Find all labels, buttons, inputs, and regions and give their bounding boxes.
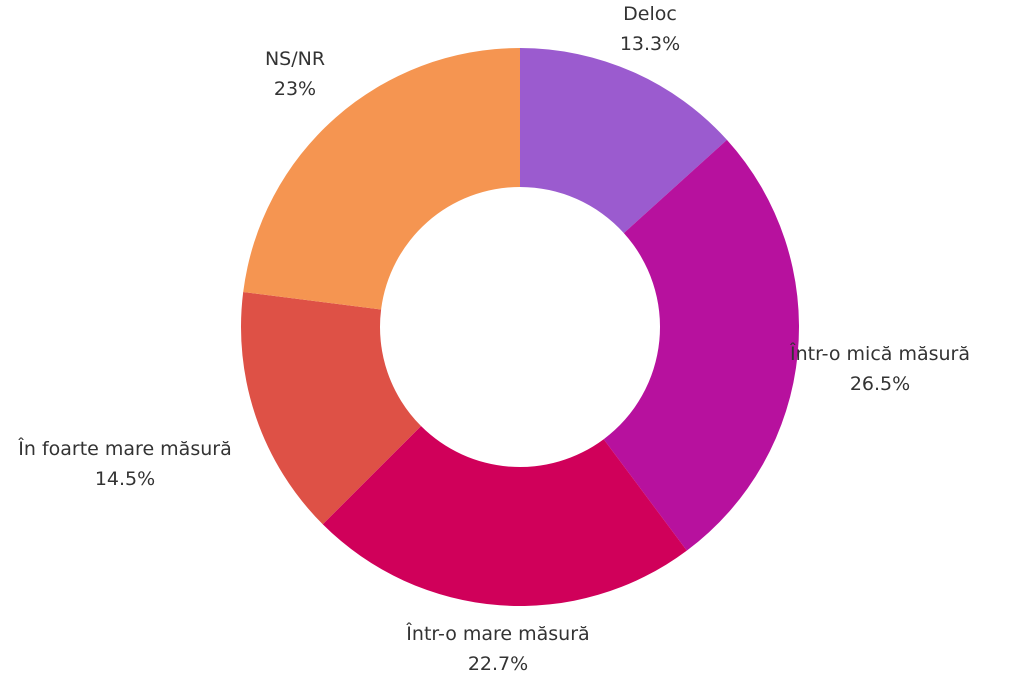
slice-2	[322, 425, 687, 606]
slice-value-label: 22.7%	[468, 653, 528, 675]
slice-0	[520, 48, 727, 234]
slice-label: Deloc	[623, 3, 677, 25]
slice-label: În foarte mare măsură	[17, 437, 231, 460]
slice-label: Într-o mare măsură	[405, 622, 589, 645]
slice-label: NS/NR	[265, 48, 325, 70]
slice-value-label: 14.5%	[95, 468, 155, 490]
slice-3	[241, 292, 422, 525]
slice-value-label: 23%	[274, 78, 316, 100]
slice-value-label: 26.5%	[850, 373, 910, 395]
slice-1	[603, 139, 799, 551]
slice-value-label: 13.3%	[620, 33, 680, 55]
slice-4	[243, 48, 520, 310]
slice-label: Într-o mică măsură	[789, 342, 970, 365]
